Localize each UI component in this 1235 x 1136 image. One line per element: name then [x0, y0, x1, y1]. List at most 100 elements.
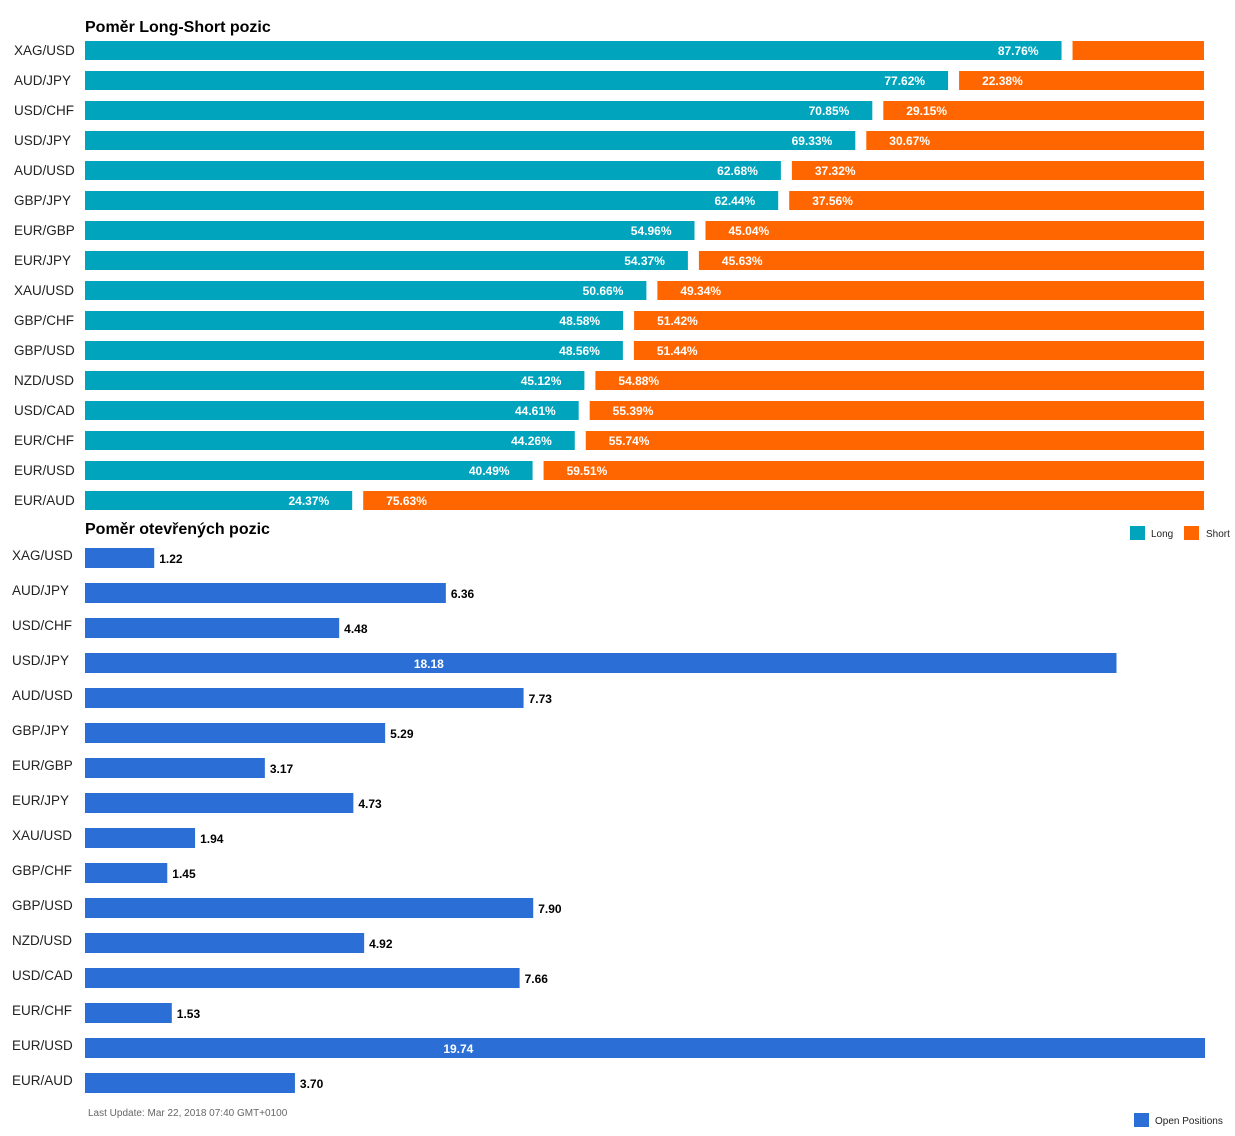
category-label-eur-jpy: EUR/JPY [14, 253, 71, 268]
bar-long-gbp-jpy [85, 191, 779, 210]
open-data-label-aud-jpy: 6.36 [451, 587, 475, 601]
bar-short-aud-jpy [959, 71, 1204, 90]
open-data-label-usd-jpy: 18.18 [414, 657, 444, 671]
open-category-label-eur-aud: EUR/AUD [12, 1073, 73, 1088]
legend-swatch-short [1184, 526, 1199, 540]
bar-open-gbp-usd [85, 898, 534, 918]
data-label-long-gbp-usd: 48.56% [559, 344, 600, 358]
open-data-label-xag-usd: 1.22 [159, 552, 183, 566]
data-label-long-xau-usd: 50.66% [583, 284, 624, 298]
legend-label-open-positions: Open Positions [1155, 1116, 1223, 1127]
data-label-short-gbp-jpy: 37.56% [812, 194, 853, 208]
bar-short-gbp-jpy [789, 191, 1204, 210]
data-label-short-gbp-chf: 51.42% [657, 314, 698, 328]
chart-title-open-positions: Poměr otevřených pozic [85, 521, 270, 538]
open-category-label-aud-jpy: AUD/JPY [12, 583, 69, 598]
bar-long-usd-chf [85, 101, 873, 120]
open-category-label-eur-gbp: EUR/GBP [12, 758, 73, 773]
bar-short-eur-jpy [698, 251, 1204, 270]
bar-open-eur-chf [85, 1003, 172, 1023]
bar-open-usd-jpy [85, 653, 1117, 673]
last-update-text: Last Update: Mar 22, 2018 07:40 GMT+0100 [88, 1108, 288, 1119]
bar-short-eur-chf [585, 431, 1204, 450]
bar-open-aud-usd [85, 688, 524, 708]
legend-label-short: Short [1206, 529, 1230, 540]
bar-short-eur-aud [363, 491, 1204, 510]
data-label-long-usd-cad: 44.61% [515, 404, 556, 418]
category-label-eur-chf: EUR/CHF [14, 433, 74, 448]
bar-short-gbp-usd [633, 341, 1204, 360]
bar-long-eur-jpy [85, 251, 688, 270]
open-data-label-nzd-usd: 4.92 [369, 937, 393, 951]
category-label-gbp-usd: GBP/USD [14, 343, 75, 358]
open-data-label-eur-chf: 1.53 [177, 1007, 201, 1021]
data-label-long-usd-jpy: 69.33% [792, 134, 833, 148]
bar-long-gbp-usd [85, 341, 623, 360]
open-data-label-gbp-chf: 1.45 [172, 867, 196, 881]
open-category-label-xag-usd: XAG/USD [12, 548, 73, 563]
data-label-short-eur-chf: 55.74% [609, 434, 650, 448]
category-label-xau-usd: XAU/USD [14, 283, 74, 298]
open-data-label-usd-chf: 4.48 [344, 622, 368, 636]
data-label-long-eur-gbp: 54.96% [631, 224, 672, 238]
data-label-long-nzd-usd: 45.12% [521, 374, 562, 388]
open-data-label-aud-usd: 7.73 [529, 692, 553, 706]
bar-long-xau-usd [85, 281, 647, 300]
data-label-long-aud-usd: 62.68% [717, 164, 758, 178]
bar-open-eur-usd [85, 1038, 1205, 1058]
bar-open-aud-jpy [85, 583, 446, 603]
bar-open-gbp-jpy [85, 723, 386, 743]
legend-long-short: Long Short [1130, 526, 1230, 540]
bar-open-nzd-usd [85, 933, 365, 953]
data-label-long-eur-chf: 44.26% [511, 434, 552, 448]
legend-label-long: Long [1151, 529, 1173, 540]
bar-open-usd-cad [85, 968, 520, 988]
data-label-long-aud-jpy: 77.62% [884, 74, 925, 88]
open-data-label-gbp-jpy: 5.29 [390, 727, 414, 741]
open-category-label-eur-usd: EUR/USD [12, 1038, 73, 1053]
open-category-label-gbp-jpy: GBP/JPY [12, 723, 69, 738]
bar-open-xau-usd [85, 828, 196, 848]
data-label-short-aud-jpy: 22.38% [982, 74, 1023, 88]
open-category-label-usd-jpy: USD/JPY [12, 653, 69, 668]
legend-swatch-open-positions [1134, 1113, 1149, 1127]
category-label-usd-cad: USD/CAD [14, 403, 75, 418]
open-category-label-eur-jpy: EUR/JPY [12, 793, 69, 808]
data-label-short-eur-aud: 75.63% [386, 494, 427, 508]
category-label-eur-usd: EUR/USD [14, 463, 75, 478]
bar-long-gbp-chf [85, 311, 624, 330]
data-label-short-usd-chf: 29.15% [906, 104, 947, 118]
bar-long-eur-gbp [85, 221, 695, 240]
bar-long-aud-usd [85, 161, 781, 180]
open-category-label-gbp-chf: GBP/CHF [12, 863, 72, 878]
open-data-label-eur-aud: 3.70 [300, 1077, 324, 1091]
data-label-long-eur-usd: 40.49% [469, 464, 510, 478]
open-data-label-eur-usd: 19.74 [443, 1042, 473, 1056]
bar-short-eur-usd [543, 461, 1204, 480]
chart-title-long-short: Poměr Long-Short pozic [85, 19, 271, 36]
bar-open-usd-chf [85, 618, 340, 638]
open-category-label-gbp-usd: GBP/USD [12, 898, 73, 913]
bar-long-aud-jpy [85, 71, 949, 90]
bar-short-usd-chf [883, 101, 1204, 120]
open-data-label-usd-cad: 7.66 [525, 972, 549, 986]
bar-long-eur-chf [85, 431, 575, 450]
bar-short-xag-usd [1072, 41, 1204, 60]
bar-long-eur-aud [85, 491, 353, 510]
data-label-long-eur-aud: 24.37% [288, 494, 329, 508]
data-label-short-aud-usd: 37.32% [815, 164, 856, 178]
bar-open-eur-gbp [85, 758, 265, 778]
bar-long-xag-usd [85, 41, 1062, 60]
data-label-long-eur-jpy: 54.37% [624, 254, 665, 268]
bar-long-eur-usd [85, 461, 533, 480]
category-label-usd-jpy: USD/JPY [14, 133, 71, 148]
data-label-short-eur-jpy: 45.63% [722, 254, 763, 268]
open-data-label-xau-usd: 1.94 [200, 832, 224, 846]
category-label-usd-chf: USD/CHF [14, 103, 74, 118]
open-category-label-xau-usd: XAU/USD [12, 828, 72, 843]
bar-open-eur-aud [85, 1073, 295, 1093]
long-short-chart: XAG/USD 87.76% AUD/JPY 77.62% 22.38% USD/CHF 7… [14, 41, 1204, 510]
data-label-long-gbp-jpy: 62.44% [715, 194, 756, 208]
category-label-gbp-chf: GBP/CHF [14, 313, 74, 328]
